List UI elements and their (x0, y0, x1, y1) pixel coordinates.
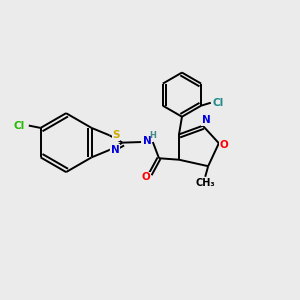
Text: O: O (220, 140, 229, 150)
Text: N: N (143, 136, 152, 146)
Text: S: S (112, 130, 120, 140)
Text: CH₃: CH₃ (195, 178, 215, 188)
Text: Cl: Cl (14, 121, 25, 130)
Text: Cl: Cl (213, 98, 224, 108)
Text: N: N (202, 116, 211, 125)
Text: H: H (149, 131, 156, 140)
Text: O: O (141, 172, 150, 182)
Text: N: N (111, 145, 120, 155)
